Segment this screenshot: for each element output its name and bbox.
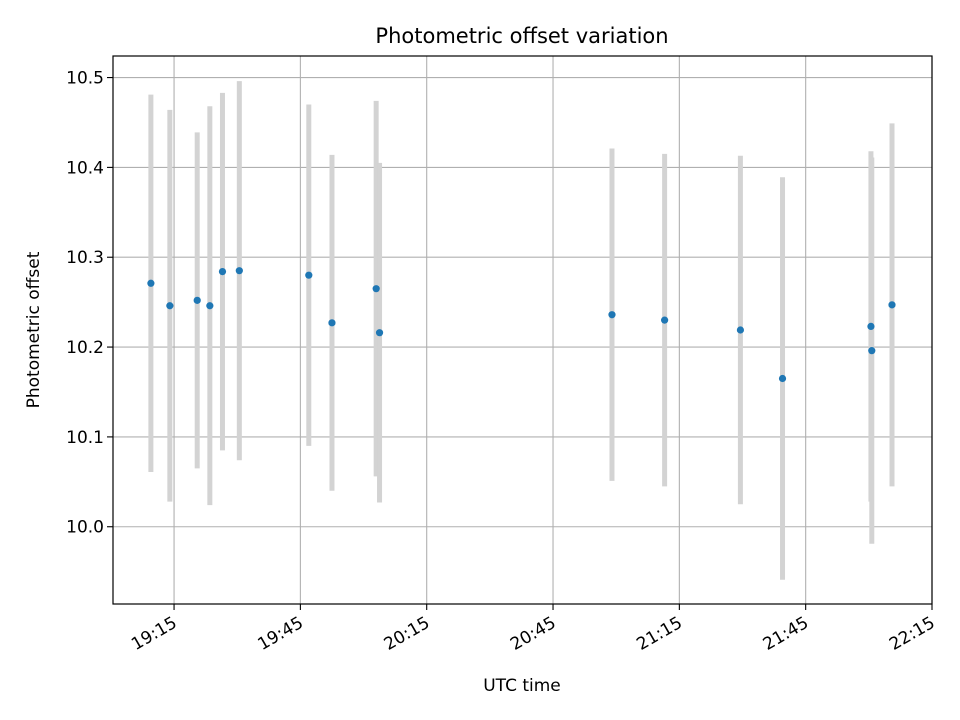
data-point [868, 347, 876, 355]
data-point [372, 285, 380, 293]
data-point [305, 271, 313, 279]
data-point [888, 301, 896, 309]
x-axis-label: UTC time [483, 676, 561, 696]
y-tick-label: 10.0 [66, 518, 104, 538]
y-tick-label: 10.1 [66, 428, 104, 448]
plot-frame [112, 55, 933, 605]
data-point [867, 322, 875, 331]
data-point [608, 311, 616, 319]
chart-title: Photometric offset variation [375, 24, 668, 48]
y-axis-ticks: 10.0 10.1 10.2 10.3 10.4 10.5 [66, 69, 113, 538]
y-tick-label: 10.3 [66, 248, 104, 268]
data-point [147, 279, 155, 287]
data-point [375, 329, 384, 337]
y-tick-label: 10.4 [66, 158, 104, 178]
data-point [328, 319, 336, 327]
data-point [661, 316, 669, 324]
data-point [166, 302, 174, 310]
data-point [736, 326, 745, 334]
y-tick-label: 10.5 [66, 69, 104, 89]
data-point [193, 296, 201, 304]
y-axis-label: Photometric offset [24, 251, 44, 408]
data-point [235, 267, 243, 275]
data-point [778, 374, 787, 383]
grid-lines [113, 56, 933, 604]
data-points [147, 267, 896, 383]
y-tick-label: 10.2 [66, 338, 104, 358]
data-point [218, 268, 227, 276]
data-point [206, 302, 214, 310]
